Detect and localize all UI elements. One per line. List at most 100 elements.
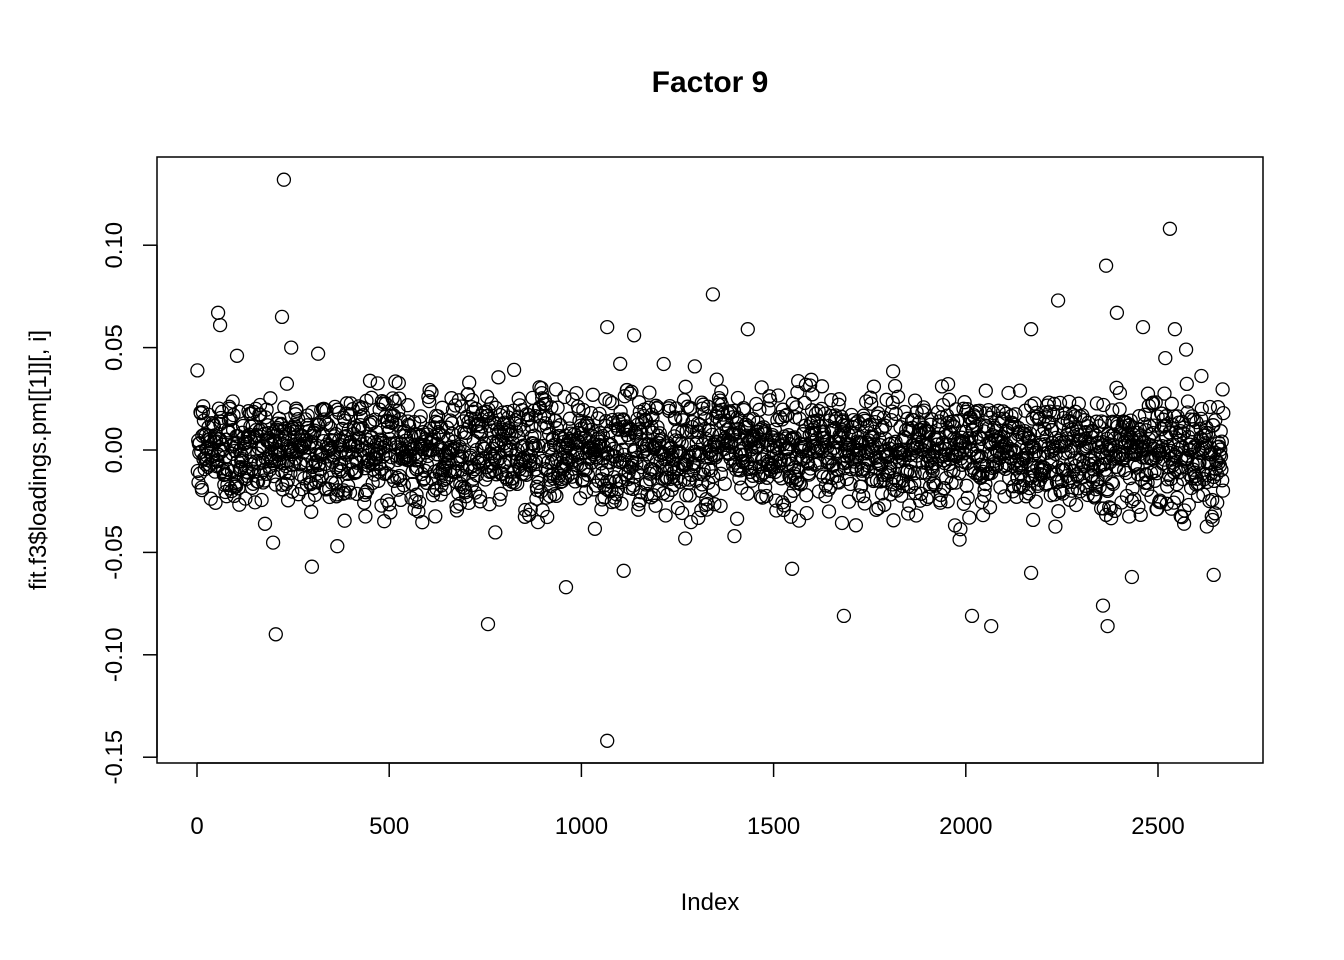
data-point [437, 481, 453, 497]
data-point [729, 511, 745, 526]
data-point [907, 476, 922, 491]
data-point [214, 414, 229, 429]
data-point [823, 479, 838, 494]
data-point [1027, 396, 1042, 411]
data-point [900, 506, 916, 521]
y-axis-label: fit.f3$loadings.pm[[1]][, i] [25, 330, 52, 590]
data-point [1215, 483, 1231, 498]
data-point [304, 559, 320, 574]
data-point [717, 476, 732, 491]
x-axis: 0 500 1000 1500 2000 2500 [190, 762, 1185, 840]
data-point [545, 447, 560, 462]
data-point [987, 459, 1003, 475]
data-point [772, 409, 788, 425]
chart-title: Factor 9 [652, 66, 769, 99]
data-point [713, 498, 728, 514]
data-point [458, 489, 474, 504]
data-point [343, 434, 358, 450]
data-point [1140, 475, 1155, 490]
data-point [821, 504, 837, 519]
data-point [238, 491, 253, 506]
data-point [1199, 420, 1214, 435]
data-point [960, 490, 975, 505]
data-point [857, 461, 872, 476]
data-point [219, 489, 234, 504]
data-point [250, 474, 266, 489]
data-point [997, 489, 1012, 504]
data-point [671, 433, 687, 449]
data-point [387, 473, 402, 488]
data-point [1160, 479, 1175, 494]
data-point [752, 402, 767, 417]
y-tick-label: 0.05 [101, 324, 128, 371]
data-point [1206, 473, 1222, 489]
data-point [1104, 475, 1120, 490]
data-point [424, 385, 439, 400]
data-point [602, 474, 617, 490]
data-point [753, 489, 769, 504]
data-point [558, 580, 574, 595]
data-point [600, 319, 615, 335]
data-point [706, 469, 721, 484]
y-tick-label: 0.00 [101, 427, 128, 474]
data-point [600, 733, 615, 748]
data-point [909, 508, 924, 523]
data-point [1172, 433, 1187, 448]
data-point [1213, 424, 1228, 439]
data-point [798, 377, 814, 392]
data-point [1042, 404, 1058, 419]
data-point [928, 478, 943, 493]
data-point [834, 515, 850, 531]
data-point [923, 417, 938, 432]
data-point [223, 412, 238, 427]
data-point [1089, 396, 1105, 411]
data-point [689, 435, 704, 450]
data-point [1182, 437, 1198, 452]
data-point [644, 462, 660, 477]
data-point [841, 494, 857, 509]
data-point [1174, 509, 1189, 525]
data-point [541, 410, 556, 425]
data-point [210, 305, 226, 320]
data-point [1145, 425, 1160, 441]
data-point [337, 513, 352, 528]
data-point [1040, 415, 1056, 431]
data-point [340, 478, 356, 493]
data-point [843, 476, 858, 492]
data-point [1046, 407, 1061, 423]
data-point [969, 449, 984, 465]
data-point [342, 485, 358, 500]
data-point [1038, 404, 1054, 420]
data-point [1181, 497, 1196, 513]
data-point [1097, 462, 1113, 477]
data-point [940, 494, 955, 509]
data-point [1131, 499, 1146, 515]
data-point [980, 421, 996, 436]
data-point [229, 348, 245, 363]
data-point [444, 416, 460, 431]
data-point [915, 405, 930, 420]
data-point [276, 172, 292, 187]
data-point [863, 390, 878, 405]
data-point [751, 438, 766, 454]
data-point [848, 416, 863, 431]
data-point [886, 513, 901, 528]
data-point [484, 396, 499, 411]
data-point [591, 473, 606, 489]
data-point [473, 494, 488, 509]
data-point [767, 433, 782, 448]
data-point [857, 496, 872, 511]
data-point [1073, 484, 1088, 499]
data-point [385, 409, 401, 424]
data-point [527, 428, 542, 443]
data-point [1041, 395, 1056, 410]
data-point [268, 627, 283, 642]
data-point [412, 494, 427, 510]
data-point [1180, 394, 1196, 409]
data-point [1062, 394, 1077, 410]
data-point [455, 468, 471, 484]
data-point [524, 418, 539, 434]
data-point [327, 429, 342, 444]
data-point [1105, 476, 1121, 492]
data-point [203, 491, 218, 506]
